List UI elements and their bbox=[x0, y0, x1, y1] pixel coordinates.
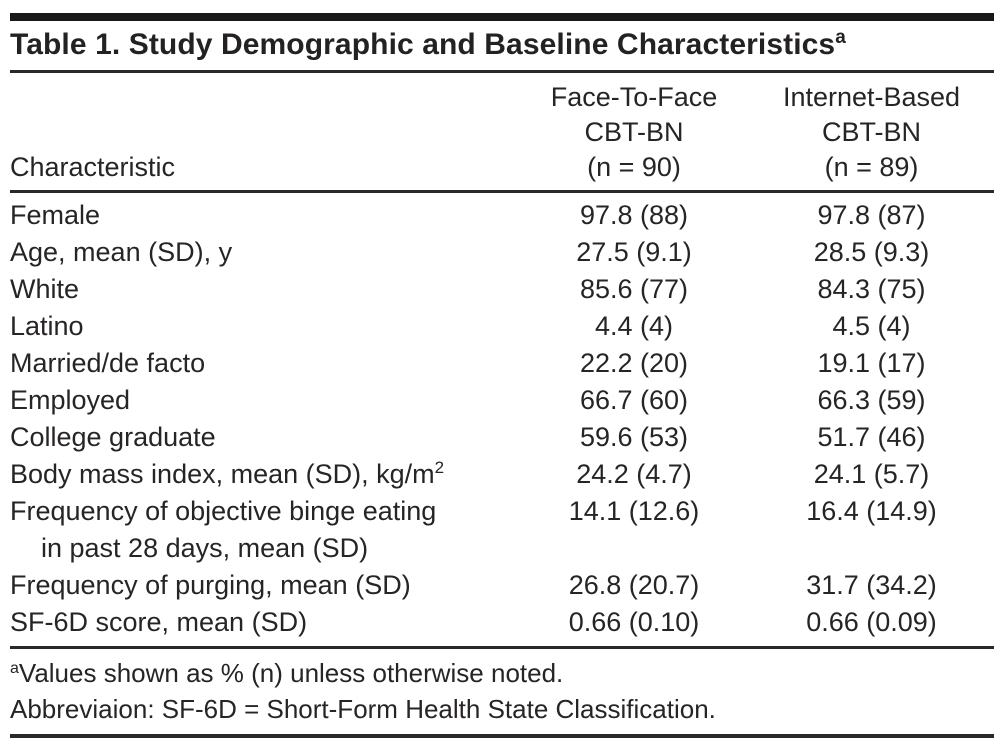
table-row: Latino 4.4 (4) 4.5 (4) bbox=[10, 308, 994, 345]
header-rule bbox=[10, 190, 994, 193]
header-col2-line2: CBT-BN bbox=[821, 117, 921, 147]
table-row: College graduate 59.6 (53) 51.7 (46) bbox=[10, 419, 994, 456]
header-col2-line3: (n = 89) bbox=[824, 152, 919, 182]
row-label: SF-6D score, mean (SD) bbox=[10, 607, 308, 637]
row-value-col1: 24.2 (4.7) bbox=[576, 459, 692, 489]
row-value-col2: 31.7 (34.2) bbox=[806, 570, 937, 600]
header-col1-line2: CBT-BN bbox=[584, 117, 684, 147]
row-value-col1: 97.8 (88) bbox=[579, 200, 689, 230]
header-col-face-to-face: Face-To-Face CBT-BN (n = 90) bbox=[519, 80, 749, 185]
row-label-superscript: 2 bbox=[434, 458, 445, 477]
footnote-text: Abbreviaion: SF-6D = Short-Form Health S… bbox=[10, 694, 716, 724]
footnote-marker: a bbox=[10, 660, 19, 677]
row-value-col1: 66.7 (60) bbox=[579, 385, 689, 415]
row-label: Latino bbox=[10, 311, 84, 341]
row-label-bmi: Body mass index, mean (SD), kg/m2 bbox=[10, 456, 519, 493]
table-row: Female 97.8 (88) 97.8 (87) bbox=[10, 197, 994, 234]
row-label-binge-eating: Frequency of objective binge eating in p… bbox=[10, 493, 519, 567]
header-col2-line1: Internet-Based bbox=[782, 82, 961, 112]
header-characteristic-cell: Characteristic bbox=[10, 80, 519, 185]
table-row: Married/de facto 22.2 (20) 19.1 (17) bbox=[10, 345, 994, 382]
footnote-rule bbox=[10, 646, 994, 649]
row-label: Employed bbox=[10, 385, 131, 415]
row-value-col2: 19.1 (17) bbox=[817, 348, 926, 378]
table-footnotes: aValues shown as % (n) unless otherwise … bbox=[10, 649, 994, 734]
table-row: SF-6D score, mean (SD) 0.66 (0.10) 0.66 … bbox=[10, 604, 994, 641]
row-value-col1: 22.2 (20) bbox=[579, 348, 689, 378]
table-row: White 85.6 (77) 84.3 (75) bbox=[10, 271, 994, 308]
row-label: College graduate bbox=[10, 422, 216, 452]
header-col1-line3: (n = 90) bbox=[587, 152, 681, 182]
footnote-text: Values shown as % (n) unless otherwise n… bbox=[18, 658, 564, 688]
row-value-col2: 28.5 (9.3) bbox=[813, 237, 930, 267]
row-label-line1: Frequency of objective binge eating bbox=[10, 496, 437, 526]
table-row: Body mass index, mean (SD), kg/m2 24.2 (… bbox=[10, 456, 994, 493]
row-value-col2: 84.3 (75) bbox=[817, 274, 926, 304]
table-body: Female 97.8 (88) 97.8 (87) Age, mean (SD… bbox=[10, 193, 994, 646]
row-value-col2: 97.8 (87) bbox=[817, 200, 926, 230]
row-label: Frequency of purging, mean (SD) bbox=[10, 570, 411, 600]
row-value-col2: 4.5 (4) bbox=[832, 311, 911, 341]
row-label-line2: in past 28 days, mean (SD) bbox=[41, 533, 369, 563]
row-value-col1: 85.6 (77) bbox=[579, 274, 689, 304]
table-row: Age, mean (SD), y 27.5 (9.1) 28.5 (9.3) bbox=[10, 234, 994, 271]
header-col1-line1: Face-To-Face bbox=[550, 82, 718, 112]
table-title-footnote-marker: a bbox=[835, 27, 846, 48]
table-row: Frequency of purging, mean (SD) 26.8 (20… bbox=[10, 567, 994, 604]
table-title-text: Table 1. Study Demographic and Baseline … bbox=[10, 28, 836, 61]
table-title: Table 1. Study Demographic and Baseline … bbox=[10, 28, 994, 62]
row-value-col1: 14.1 (12.6) bbox=[568, 496, 700, 526]
row-value-col2: 16.4 (14.9) bbox=[806, 496, 937, 526]
header-col-internet-based: Internet-Based CBT-BN (n = 89) bbox=[749, 80, 994, 185]
footnote-abbreviation: Abbreviaion: SF-6D = Short-Form Health S… bbox=[10, 691, 994, 727]
row-value-col2: 0.66 (0.09) bbox=[806, 607, 937, 637]
row-value-col1: 4.4 (4) bbox=[594, 311, 674, 341]
row-value-col1: 27.5 (9.1) bbox=[576, 237, 692, 267]
row-label: Female bbox=[10, 200, 101, 230]
row-label-text: Body mass index, mean (SD), kg/m bbox=[10, 459, 435, 489]
row-label: Age, mean (SD), y bbox=[10, 237, 233, 267]
row-value-col1: 26.8 (20.7) bbox=[568, 570, 700, 600]
row-label: White bbox=[10, 274, 80, 304]
footnote-values: aValues shown as % (n) unless otherwise … bbox=[10, 655, 994, 691]
table-row: Employed 66.7 (60) 66.3 (59) bbox=[10, 382, 994, 419]
title-rule bbox=[10, 70, 994, 73]
table-row: Frequency of objective binge eating in p… bbox=[10, 493, 994, 567]
table-header: Characteristic Face-To-Face CBT-BN (n = … bbox=[10, 73, 994, 190]
bottom-rule bbox=[10, 734, 994, 738]
row-value-col2: 51.7 (46) bbox=[817, 422, 926, 452]
table-top-bar bbox=[10, 13, 994, 21]
row-label: Married/de facto bbox=[10, 348, 206, 378]
row-value-col2: 66.3 (59) bbox=[817, 385, 926, 415]
header-characteristic-label: Characteristic bbox=[10, 152, 176, 182]
row-value-col2: 24.1 (5.7) bbox=[813, 459, 930, 489]
row-value-col1: 59.6 (53) bbox=[579, 422, 689, 452]
row-value-col1: 0.66 (0.10) bbox=[568, 607, 700, 637]
